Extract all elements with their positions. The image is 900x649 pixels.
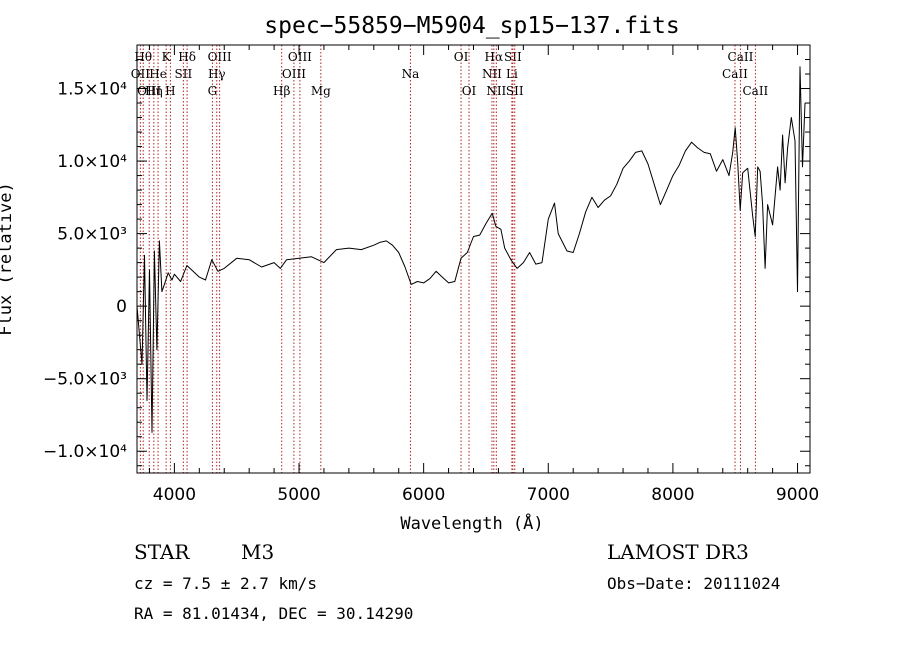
obs-date: Obs−Date: 20111024: [607, 574, 780, 593]
x-tick-label: 8000: [651, 485, 694, 505]
y-tick-label: 1.5×10⁴: [57, 80, 127, 100]
spectral-line-label: SII: [175, 67, 193, 81]
x-tick-label: 9000: [776, 485, 819, 505]
spectral-line-label: OIII: [137, 84, 161, 98]
spectral-line-label: Na: [402, 67, 420, 81]
spectral-line-label: NII: [486, 84, 506, 98]
x-tick-label: 4000: [153, 485, 196, 505]
spectral-line-label: OIII: [282, 67, 306, 81]
spectral-line-label: OI: [454, 50, 469, 64]
survey-name: LAMOST DR3: [607, 540, 749, 564]
y-tick-label: 0: [116, 297, 127, 317]
spectral-line-label: Hα: [485, 50, 504, 64]
plot-frame: [136, 44, 811, 474]
spectral-line-label: OI: [462, 84, 477, 98]
spectral-line-label: CaII: [722, 67, 748, 81]
spectral-line-label: CaII: [728, 50, 754, 64]
x-axis-label: Wavelength (Å): [400, 512, 543, 534]
y-tick-label: 5.0×10³: [57, 225, 127, 245]
spectral-line-markers: HθOIIOIIIHηHeKHSIIHδGHγOIIIHβOIIIOIIIMgN…: [131, 45, 769, 473]
spectral-line-label: Hβ: [273, 84, 290, 98]
spectral-line-label: OIII: [208, 50, 232, 64]
spectrum-series: [137, 66, 806, 433]
x-axis: 4000 5000 6000 7000 8000 9000: [148, 45, 819, 505]
y-tick-label: −1.0×10⁴: [43, 442, 127, 462]
x-tick-label: 6000: [402, 485, 445, 505]
coordinates: RA = 81.01434, DEC = 30.14290: [134, 604, 413, 623]
y-axis-label: Flux (relative): [0, 182, 16, 336]
spectral-line-label: Hθ: [134, 50, 152, 64]
spectral-line-label: K: [162, 50, 172, 64]
y-tick-label: −5.0×10³: [43, 370, 127, 390]
spectral-line-label: SII: [504, 50, 522, 64]
redshift-text: cz = 7.5 ± 2.7 km/s: [134, 574, 317, 593]
spectral-line-label: SII: [506, 84, 524, 98]
spectral-line-label: G: [208, 84, 218, 98]
x-tick-label: 7000: [527, 485, 570, 505]
spectral-line-label: NII: [482, 67, 502, 81]
object-class: STAR: [134, 540, 190, 564]
spectral-line-label: He: [149, 67, 167, 81]
spectral-line-label: Li: [506, 67, 518, 81]
spectral-line-label: Mg: [311, 84, 331, 98]
x-tick-label: 5000: [277, 485, 320, 505]
y-axis: 1.5×10⁴ 1.0×10⁴ 5.0×10³ 0 −5.0×10³ −1.0×10⁴: [43, 59, 810, 467]
spectral-line-label: Hδ: [178, 50, 196, 64]
spectral-line-label: OIII: [288, 50, 312, 64]
spectral-line-label: CaII: [742, 84, 768, 98]
series-line-0: [137, 66, 806, 433]
chart-title: spec−55859−M5904_sp15−137.fits: [264, 13, 679, 39]
spectral-line-label: Hη: [145, 84, 163, 98]
spectral-line-label: H: [165, 84, 175, 98]
object-subclass: M3: [241, 540, 274, 564]
y-tick-label: 1.0×10⁴: [57, 152, 127, 172]
spectral-line-label: Hγ: [208, 67, 226, 81]
